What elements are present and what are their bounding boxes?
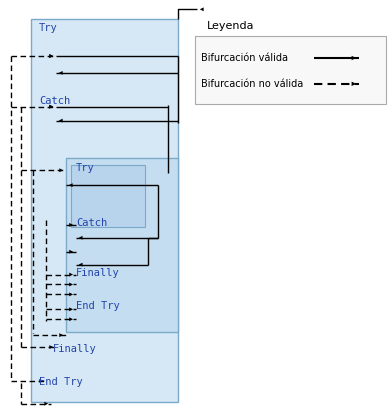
Text: Catch: Catch <box>76 218 107 228</box>
Bar <box>195 36 386 104</box>
Text: Try: Try <box>39 23 58 33</box>
Text: Bifurcación válida: Bifurcación válida <box>201 53 288 63</box>
Text: Catch: Catch <box>39 96 71 106</box>
Bar <box>66 159 178 332</box>
Text: Finally: Finally <box>76 268 120 278</box>
Text: Finally: Finally <box>53 344 97 354</box>
Bar <box>31 19 178 402</box>
Text: End Try: End Try <box>39 377 83 387</box>
Text: End Try: End Try <box>76 301 120 311</box>
Text: Bifurcación no válida: Bifurcación no válida <box>201 79 303 89</box>
Text: Leyenda: Leyenda <box>207 21 254 31</box>
Bar <box>71 165 145 227</box>
Text: Try: Try <box>76 163 94 173</box>
